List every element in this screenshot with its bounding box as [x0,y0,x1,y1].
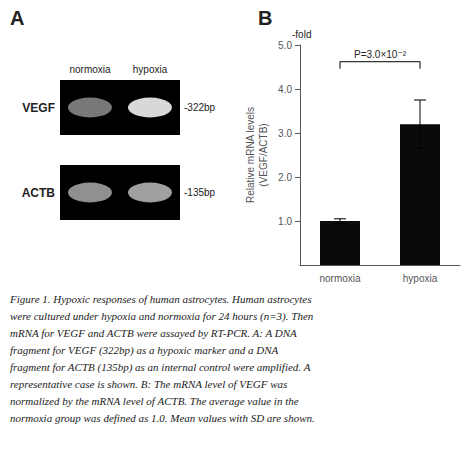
svg-text:(VEGF/ACTB): (VEGF/ACTB) [258,123,269,186]
svg-text:VEGF: VEGF [22,101,55,115]
svg-text:representative case is shown.: representative case is shown. B: The mRN… [10,378,287,390]
svg-text:-fold: -fold [292,29,311,40]
svg-text:1.0: 1.0 [278,216,292,227]
svg-text:normalized by the mRNA level o: normalized by the mRNA level of ACTB. Th… [10,395,299,407]
svg-text:normoxia: normoxia [319,273,361,284]
svg-text:ACTB: ACTB [22,186,56,200]
svg-text:hypoxia: hypoxia [133,64,168,75]
svg-text:B: B [258,7,272,29]
svg-text:4.0: 4.0 [278,84,292,95]
svg-text:normoxia: normoxia [69,64,111,75]
svg-text:A: A [10,7,24,29]
svg-text:normoxia group was defined as: normoxia group was defined as 1.0. Mean … [10,412,315,424]
svg-text:mRNA for VEGF and ACTB were as: mRNA for VEGF and ACTB were assayed by R… [10,327,297,339]
svg-text:5.0: 5.0 [278,40,292,51]
svg-text:were cultured under hypoxia an: were cultured under hypoxia and normoxia… [10,310,314,323]
svg-text:hypoxia: hypoxia [403,273,438,284]
svg-text:Relative mRNA levels: Relative mRNA levels [245,107,256,203]
svg-text:Figure 1. Hypoxic responses of: Figure 1. Hypoxic responses of human ast… [9,293,311,305]
svg-text:fragment for VEGF (322bp) as a: fragment for VEGF (322bp) as a hypoxic m… [10,344,279,357]
svg-text:2.0: 2.0 [278,172,292,183]
svg-text:-135bp: -135bp [184,187,216,198]
svg-text:fragment for ACTB (135bp) as a: fragment for ACTB (135bp) as an internal… [10,361,311,374]
svg-text:3.0: 3.0 [278,128,292,139]
svg-text:-322bp: -322bp [184,102,216,113]
svg-text:P=3.0×10⁻²: P=3.0×10⁻² [354,49,407,60]
